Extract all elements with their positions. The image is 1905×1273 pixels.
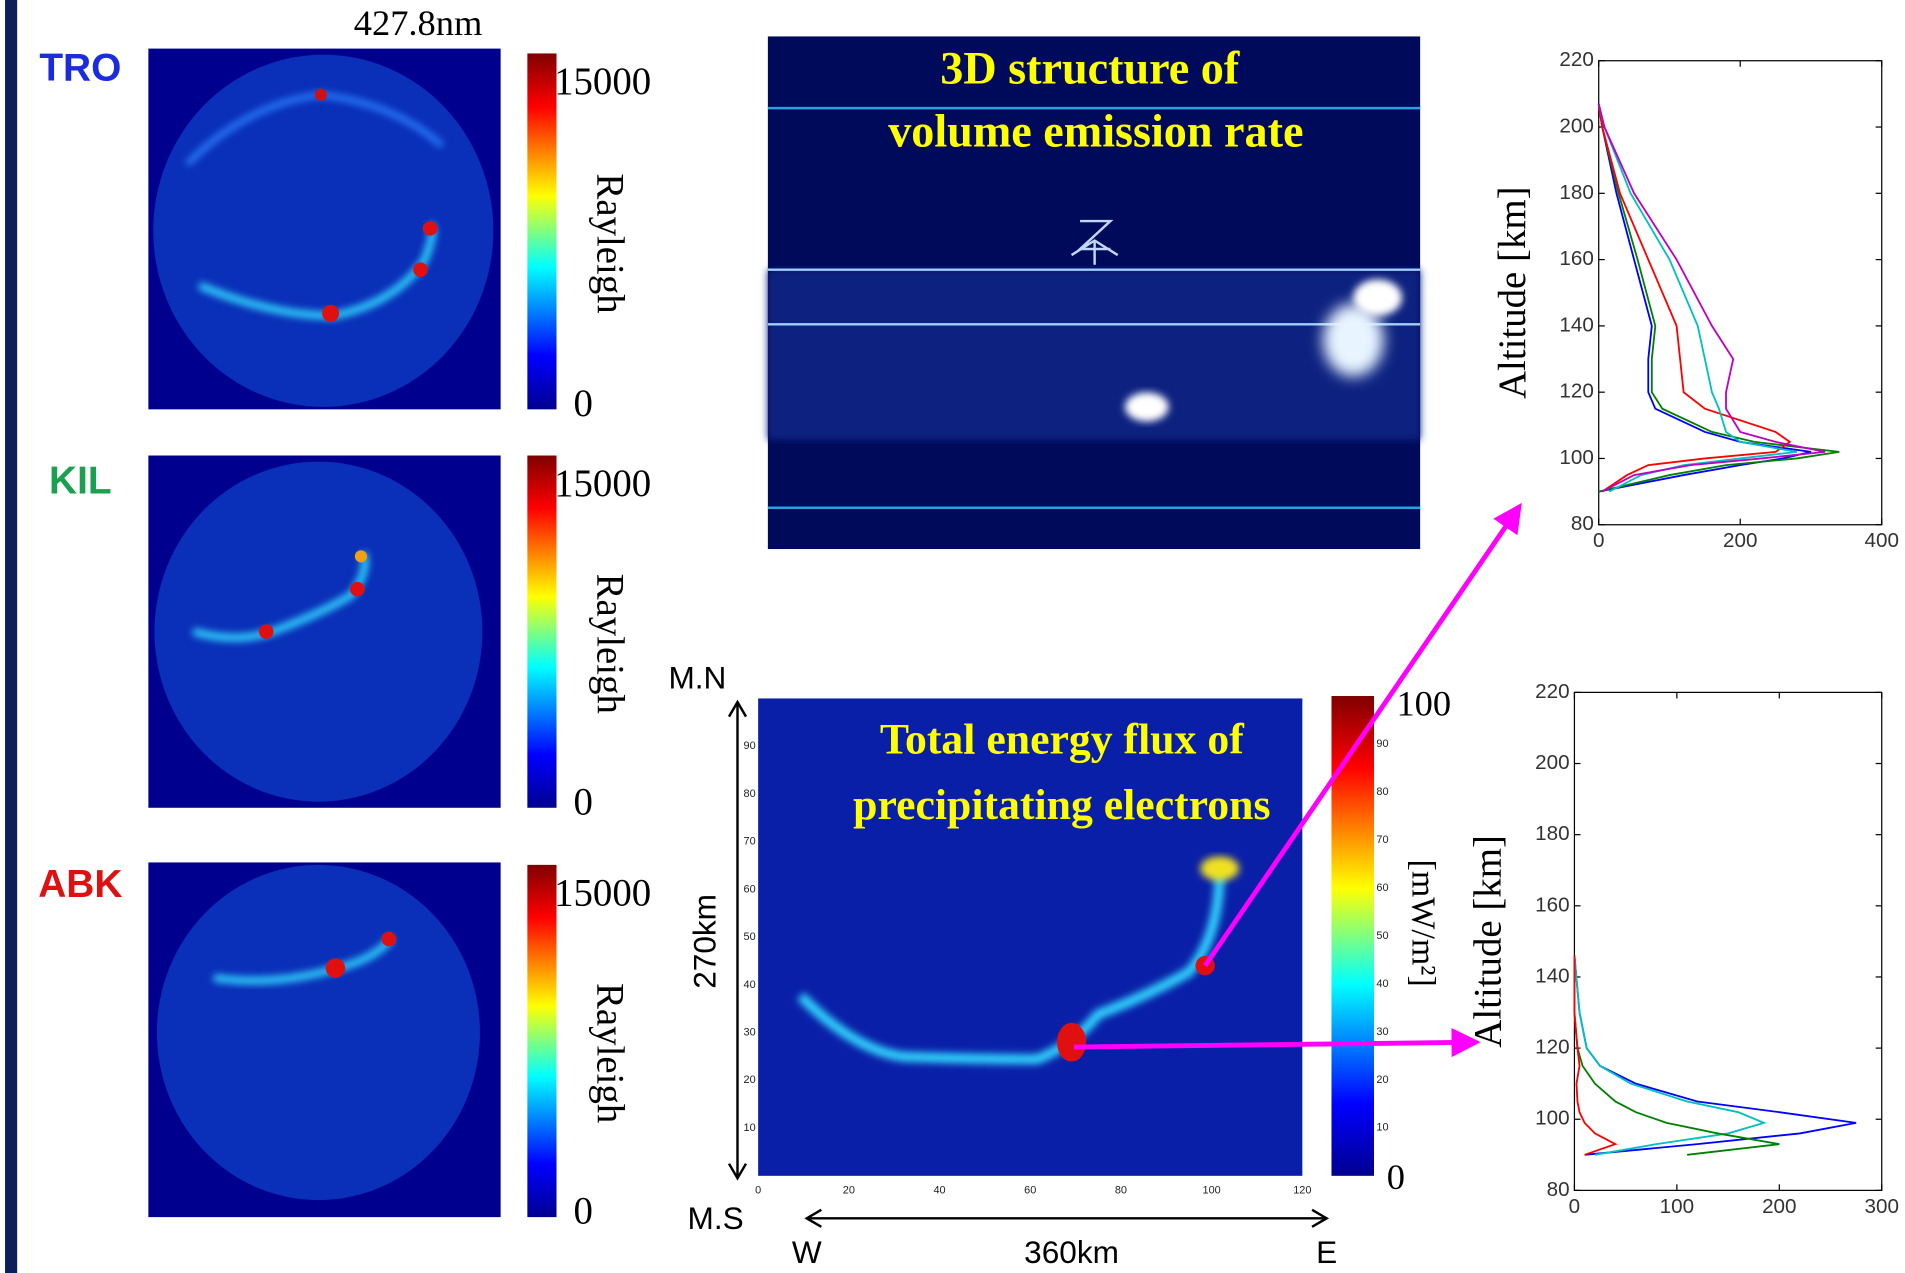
colorbar-label: Rayleigh — [588, 173, 631, 313]
profile-line — [1573, 955, 1618, 1156]
y-tick-label: 180 — [1535, 822, 1569, 845]
y-tick-label: 80 — [1547, 1178, 1570, 1201]
flux-y-tick: 30 — [744, 1027, 756, 1039]
x-tick-label: 0 — [1593, 529, 1604, 552]
profile-line — [1597, 103, 1792, 493]
south-label: M.S — [688, 1200, 744, 1236]
y-tick-label: 200 — [1559, 114, 1593, 137]
flux-y-tick: 70 — [744, 836, 756, 848]
ns-arrow — [727, 699, 748, 1181]
colorbar-max: 15000 — [554, 462, 651, 505]
wavelength: 427.8nm — [354, 3, 483, 43]
flux-colorbar-tick: 60 — [1376, 882, 1388, 894]
flux-y-tick: 10 — [744, 1122, 756, 1134]
all-sky-colorbars — [527, 53, 557, 1218]
flux-colorbar-tick: 20 — [1376, 1074, 1388, 1086]
y-tick-label: 100 — [1559, 446, 1593, 469]
flux-colorbar-tick: 30 — [1376, 1026, 1388, 1038]
profile-line — [1597, 103, 1797, 493]
y-tick-label: 160 — [1559, 247, 1593, 270]
we-arrow — [804, 1208, 1330, 1228]
volume-title: 3D structure of — [940, 42, 1240, 93]
y-tick-label: 120 — [1559, 380, 1593, 403]
colorbar-max: 100 — [1396, 683, 1451, 723]
station-label: KIL — [49, 460, 112, 503]
north-label: M.N — [668, 660, 726, 696]
flux-x-tick: 100 — [1203, 1184, 1221, 1196]
flux-y-tick: 60 — [744, 883, 756, 895]
y-tick-label: 140 — [1535, 964, 1569, 987]
station-label: ABK — [38, 863, 122, 906]
y-tick-label: 100 — [1535, 1107, 1569, 1130]
flux-x-tick: 120 — [1293, 1184, 1311, 1196]
flux-y-tick: 20 — [744, 1074, 756, 1086]
colorbar-label: Rayleigh — [588, 983, 631, 1123]
y-tick-label: 200 — [1535, 751, 1569, 774]
flux-x-tick: 0 — [755, 1184, 761, 1196]
east-label: E — [1316, 1234, 1337, 1270]
flux-colorbar-tick: 40 — [1376, 978, 1388, 990]
flux-x-tick: 60 — [1024, 1184, 1036, 1196]
flux-title: Total energy flux of — [880, 715, 1244, 763]
y-tick-label: 220 — [1559, 48, 1593, 71]
flux-y-tick: 90 — [744, 740, 756, 752]
pointer-arrow — [1073, 1027, 1481, 1058]
flux-y-tick: 40 — [744, 979, 756, 991]
colorbar-label: Rayleigh — [588, 574, 631, 714]
colorbar-max: 15000 — [554, 871, 651, 914]
x-tick-label: 100 — [1660, 1195, 1694, 1218]
volume-title: volume emission rate — [888, 106, 1303, 157]
colorbar-label: [mW/m²] — [1404, 860, 1441, 987]
colorbar-min: 0 — [574, 1190, 593, 1233]
x-tick-label: 200 — [1723, 529, 1757, 552]
flux-colorbar-tick: 80 — [1376, 786, 1388, 798]
flux-x-tick: 40 — [933, 1184, 945, 1196]
volume-emission-image — [767, 36, 1421, 550]
x-tick-label: 0 — [1569, 1195, 1580, 1218]
flux-map — [758, 696, 1374, 1176]
y-axis-label: Altitude [km] — [1467, 835, 1510, 1048]
flux-colorbar-tick: 50 — [1376, 930, 1388, 942]
colorbar-min: 0 — [574, 382, 593, 425]
pointer-arrow — [1203, 502, 1522, 968]
y-tick-label: 80 — [1571, 512, 1594, 535]
flux-colorbar-tick: 10 — [1376, 1122, 1388, 1134]
y-tick-label: 140 — [1559, 313, 1593, 336]
flux-x-tick: 80 — [1115, 1184, 1127, 1196]
x-tick-label: 300 — [1865, 1195, 1899, 1218]
flux-y-tick: 50 — [744, 931, 756, 943]
flux-title: precipitating electrons — [853, 781, 1270, 829]
y-tick-label: 220 — [1535, 680, 1569, 703]
all-sky-kil — [148, 455, 501, 808]
plot-frame — [1573, 691, 1883, 1192]
y-tick-label: 120 — [1535, 1036, 1569, 1059]
side-strip — [5, 0, 18, 1273]
flux-colorbar-tick: 70 — [1376, 834, 1388, 846]
colorbar-min: 0 — [574, 780, 593, 823]
flux-x-tick: 20 — [843, 1184, 855, 1196]
flux-y-tick: 80 — [744, 788, 756, 800]
profile-line — [1597, 103, 1840, 493]
ns-distance: 270km — [686, 894, 722, 989]
x-tick-label: 200 — [1762, 1195, 1796, 1218]
all-sky-tro — [148, 48, 501, 410]
x-tick-label: 400 — [1865, 529, 1899, 552]
all-sky-abk — [148, 862, 501, 1218]
flux-colorbar-tick: 90 — [1376, 738, 1388, 750]
profile-line — [1597, 103, 1826, 493]
we-distance: 360km — [1024, 1234, 1119, 1270]
y-tick-label: 180 — [1559, 181, 1593, 204]
west-label: W — [792, 1234, 822, 1270]
y-axis-label: Altitude [km] — [1491, 186, 1534, 399]
profile-line — [1573, 955, 1767, 1156]
colorbar-min: 0 — [1387, 1157, 1405, 1197]
station-label: TRO — [39, 47, 121, 90]
colorbar-max: 15000 — [554, 60, 651, 103]
y-tick-label: 160 — [1535, 893, 1569, 916]
